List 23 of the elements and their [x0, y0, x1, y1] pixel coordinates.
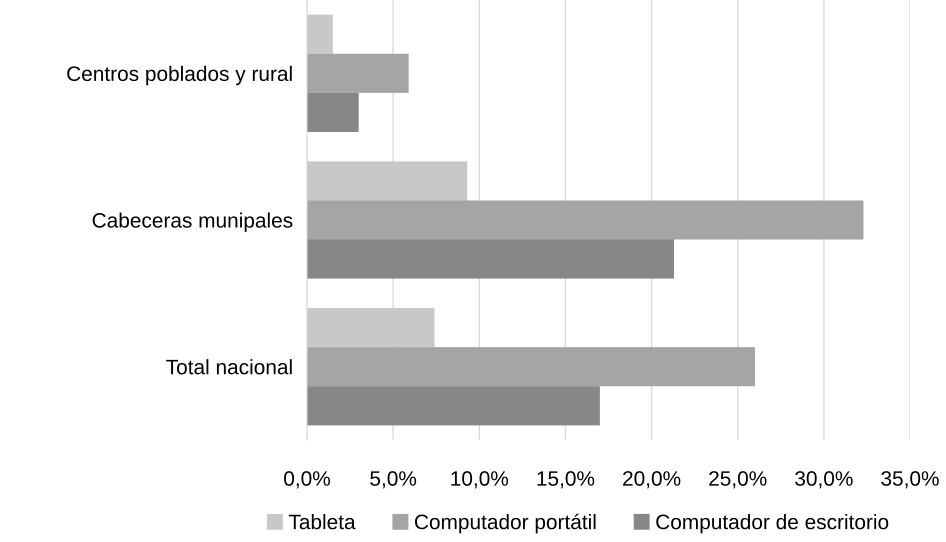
x-tick-label: 15,0%	[537, 471, 594, 488]
x-tick-label: 10,0%	[451, 471, 508, 488]
bar	[307, 200, 864, 240]
legend-label: Tableta	[288, 514, 356, 530]
y-tick-label: Cabeceras munipales	[92, 212, 292, 232]
bar	[307, 347, 755, 386]
bar	[307, 386, 600, 426]
y-tick-label: Total nacional	[166, 359, 292, 374]
bar	[307, 308, 434, 348]
bar	[307, 240, 674, 279]
x-tick-label: 25,0%	[709, 471, 767, 488]
x-tick-label: 0,0%	[284, 471, 330, 488]
x-tick-label: 20,0%	[623, 471, 680, 488]
bar	[307, 161, 468, 200]
y-tick-label: Centros poblados y rural	[67, 66, 292, 86]
bar	[307, 14, 333, 54]
legend-label: Computador de escritorio	[656, 514, 888, 534]
x-tick-label: 30,0%	[795, 471, 853, 488]
bar	[307, 54, 409, 93]
legend-label: Computador portátil	[414, 514, 596, 534]
x-tick-label: 5,0%	[370, 471, 416, 488]
x-tick-label: 35,0%	[881, 471, 939, 488]
bar	[307, 92, 359, 132]
